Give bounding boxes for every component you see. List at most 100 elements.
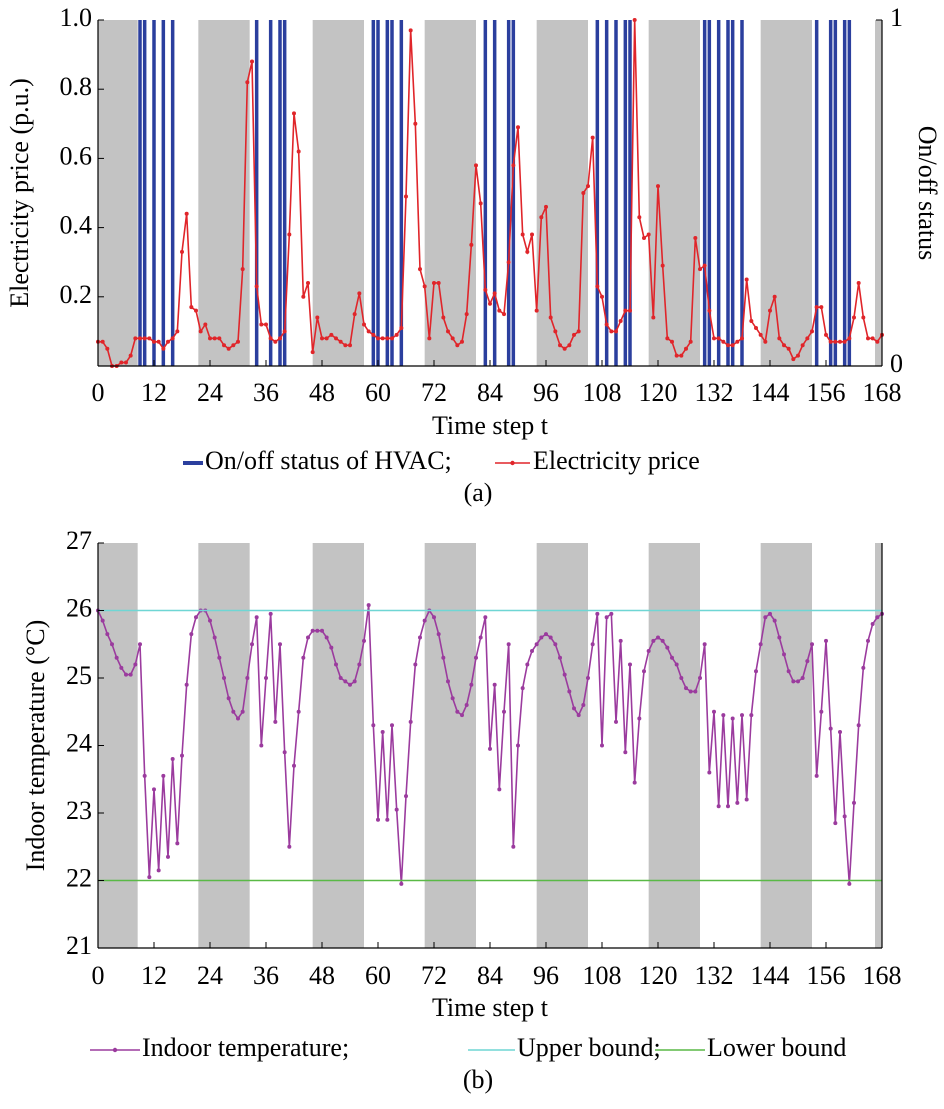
- series-marker: [861, 315, 866, 320]
- series-marker: [740, 713, 744, 718]
- series-marker: [474, 655, 478, 660]
- series-marker: [632, 18, 637, 22]
- series-marker: [278, 642, 282, 647]
- series-marker: [604, 322, 609, 327]
- series-marker: [348, 682, 352, 687]
- x-tick-label: 84: [477, 961, 503, 990]
- panel: 0 12 24 36 48 60 72 84 96 108 120 132 144 156 168 21 22 2…: [21, 526, 902, 1094]
- series-marker: [301, 294, 306, 299]
- series-marker: [674, 353, 679, 358]
- series-marker: [100, 339, 105, 344]
- series-marker: [651, 638, 656, 643]
- legend-label: Indoor temperature;: [142, 1033, 349, 1062]
- series-marker: [147, 875, 152, 880]
- series-marker: [763, 615, 768, 620]
- series-marker: [478, 201, 483, 206]
- x-tick-label: 120: [639, 378, 678, 407]
- shaded-period: [875, 20, 882, 366]
- y-tick-label: 25: [66, 661, 92, 690]
- series-marker: [450, 696, 455, 701]
- series-marker: [642, 235, 646, 240]
- x-tick-label: 72: [421, 961, 447, 990]
- x-axis-label: Time step t: [432, 411, 549, 440]
- series-marker: [119, 665, 124, 670]
- series-marker: [105, 346, 110, 351]
- series-marker: [852, 800, 856, 805]
- series-marker: [609, 611, 614, 616]
- series-marker: [768, 611, 772, 616]
- series-marker: [679, 353, 684, 358]
- series-marker: [259, 322, 264, 327]
- series-marker: [338, 676, 343, 680]
- series-marker: [124, 360, 128, 365]
- series-marker: [679, 676, 684, 680]
- series-marker: [352, 679, 357, 684]
- x-tick-label: 108: [583, 378, 622, 407]
- series-marker: [455, 343, 460, 348]
- series-marker: [660, 263, 665, 268]
- series-marker: [175, 841, 180, 846]
- series-marker: [698, 267, 702, 272]
- series-marker: [166, 339, 170, 344]
- series-marker: [777, 336, 782, 341]
- series-marker: [544, 632, 548, 637]
- x-tick-label: 0: [92, 961, 105, 990]
- series-marker: [875, 339, 880, 344]
- series-marker: [651, 315, 656, 320]
- series-marker: [404, 794, 408, 799]
- series-marker: [142, 773, 147, 778]
- series-marker: [147, 336, 152, 341]
- y-tick-label: 22: [66, 863, 92, 892]
- series-marker: [558, 343, 562, 348]
- series-marker: [441, 315, 446, 320]
- series-marker: [838, 730, 842, 734]
- series-marker: [180, 249, 184, 254]
- series-marker: [534, 642, 539, 647]
- series-marker: [170, 336, 175, 341]
- series-marker: [114, 655, 119, 660]
- series-marker: [450, 336, 455, 341]
- x-tick-label: 84: [477, 378, 503, 407]
- x-tick-label: 12: [141, 961, 167, 990]
- series-marker: [866, 638, 870, 643]
- x-tick-label: 24: [197, 961, 223, 990]
- series-marker: [539, 635, 544, 640]
- series-marker: [600, 294, 604, 299]
- series-marker: [730, 343, 735, 348]
- series-marker: [730, 716, 735, 721]
- y-tick-label: 21: [66, 931, 92, 960]
- series-marker: [469, 682, 474, 687]
- y-tick-label: 24: [66, 728, 92, 757]
- series-marker: [600, 743, 604, 748]
- x-tick-label: 36: [253, 378, 279, 407]
- series-marker: [394, 332, 399, 337]
- series-marker: [754, 325, 758, 330]
- legend-label: On/off status of HVAC;: [205, 446, 452, 475]
- legend-marker: [510, 460, 515, 466]
- series-marker: [590, 135, 595, 140]
- legend-label: Electricity price: [533, 446, 700, 475]
- panel-caption: (b): [463, 1065, 493, 1094]
- series-marker: [231, 709, 236, 714]
- series-marker: [688, 339, 693, 344]
- series-marker: [791, 357, 796, 362]
- series-marker: [324, 635, 329, 640]
- series-marker: [716, 336, 721, 341]
- series-marker: [856, 280, 861, 285]
- series-marker: [469, 242, 474, 247]
- series-marker: [217, 336, 222, 341]
- series-marker: [217, 655, 222, 660]
- series-marker: [553, 642, 558, 647]
- y-tick-label: 0.2: [60, 280, 93, 309]
- x-tick-label: 96: [533, 961, 559, 990]
- series-marker: [240, 709, 245, 714]
- series-marker: [390, 336, 394, 341]
- series-marker: [800, 676, 805, 680]
- x-tick-label: 144: [751, 961, 790, 990]
- series-marker: [408, 28, 413, 33]
- x-tick-label: 156: [807, 378, 846, 407]
- series-marker: [824, 638, 828, 643]
- series-marker: [156, 868, 161, 873]
- series-marker: [222, 343, 226, 348]
- y-tick-label: 27: [66, 526, 92, 555]
